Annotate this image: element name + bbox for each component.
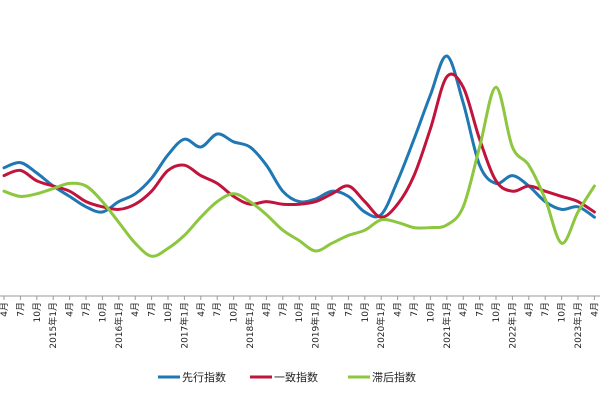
- x-tick-label: 10月: [229, 302, 240, 322]
- x-tick-label: 10月: [32, 302, 43, 322]
- x-ticks: [3, 296, 595, 300]
- x-tick-label: 4月: [458, 302, 469, 317]
- x-tick-label: 10月: [425, 302, 436, 322]
- series-lines: [2, 54, 596, 258]
- x-tick-label: 2016年1月: [113, 302, 125, 349]
- x-tick-label: 7月: [147, 302, 158, 317]
- x-tick-label: 10月: [360, 302, 371, 322]
- legend-label: 先行指数: [182, 370, 226, 384]
- x-tick-label: 10月: [294, 302, 305, 322]
- x-tick-label: 4月: [393, 302, 404, 317]
- x-tick-label: 7月: [212, 302, 223, 317]
- x-tick-label: 2018年1月: [244, 302, 256, 349]
- x-tick-label: 7月: [409, 302, 420, 317]
- x-tick-label: 2022年1月: [506, 302, 518, 349]
- x-tick-label: 4月: [0, 302, 10, 317]
- x-tick-label: 2015年1月: [47, 302, 59, 349]
- x-tick-label: 4月: [327, 302, 338, 317]
- x-tick-label: 4月: [589, 302, 600, 317]
- x-tick-label: 10月: [557, 302, 568, 322]
- x-tick-label: 10月: [491, 302, 502, 322]
- x-tick-label: 4月: [524, 302, 535, 317]
- x-tick-label: 7月: [343, 302, 354, 317]
- x-tick-label: 4月: [196, 302, 207, 317]
- x-tick-label: 10月: [163, 302, 174, 322]
- x-tick-label: 7月: [81, 302, 92, 317]
- x-tick-label: 2023年1月: [572, 302, 584, 349]
- series-line-3: [2, 85, 596, 258]
- legend-label: 一致指数: [274, 370, 318, 384]
- x-tick-label: 7月: [278, 302, 289, 317]
- x-tick-label: 2017年1月: [178, 302, 190, 349]
- series-line-2: [2, 72, 596, 219]
- x-tick-label: 7月: [540, 302, 551, 317]
- x-tick-label: 7月: [15, 302, 26, 317]
- x-tick-label: 4月: [130, 302, 141, 317]
- legend-label: 滞后指数: [372, 370, 416, 384]
- x-tick-labels: 4月 7月 10月 2015年1月 4月 7月 10月 2016年1月 4月 7月 10月 2017年…: [0, 302, 600, 349]
- legend: 先行指数 一致指数 滞后指数: [158, 370, 416, 384]
- x-tick-label: 2021年1月: [441, 302, 453, 349]
- x-tick-label: 2020年1月: [375, 302, 387, 349]
- x-tick-label: 7月: [475, 302, 486, 317]
- x-tick-label: 4月: [65, 302, 76, 317]
- x-tick-label: 2019年1月: [310, 302, 322, 349]
- x-tick-label: 4月: [261, 302, 272, 317]
- x-tick-label: 10月: [97, 302, 108, 322]
